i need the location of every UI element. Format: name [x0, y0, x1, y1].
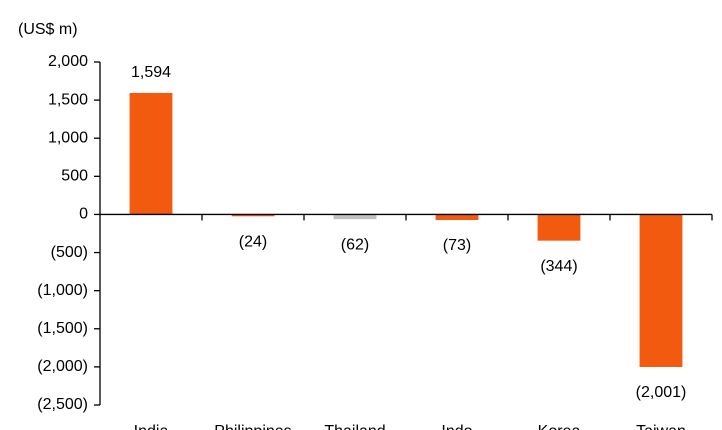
bar — [129, 92, 173, 215]
data-label: (24) — [239, 233, 267, 250]
x-tick-label: Taiwan — [636, 423, 686, 430]
y-tick-label: 500 — [61, 168, 88, 185]
bar — [435, 214, 479, 221]
y-tick-label: (500) — [51, 244, 88, 261]
data-label: 1,594 — [131, 64, 171, 81]
x-tick-label: India — [134, 423, 169, 430]
data-label: (344) — [540, 258, 577, 275]
bar — [231, 214, 275, 217]
y-tick-label: 1,000 — [48, 129, 88, 146]
x-tick-label: Korea — [538, 423, 581, 430]
y-tick-label: 0 — [79, 206, 88, 223]
data-label: (62) — [341, 236, 369, 253]
x-tick-label: Thailand — [324, 423, 385, 430]
y-tick-label: (1,500) — [37, 320, 88, 337]
bar — [333, 214, 377, 220]
y-tick-label: (2,500) — [37, 396, 88, 413]
y-tick-label: (1,000) — [37, 282, 88, 299]
bar — [537, 214, 581, 241]
data-label: (2,001) — [636, 384, 687, 401]
x-tick-label: Philippines — [214, 423, 291, 430]
y-tick-label: 2,000 — [48, 53, 88, 70]
x-tick-label: Indo — [441, 423, 472, 430]
y-tick-label: 1,500 — [48, 91, 88, 108]
data-label: (73) — [443, 237, 471, 254]
bar — [639, 214, 683, 367]
y-tick-label: (2,000) — [37, 358, 88, 375]
axis-unit-label: (US$ m) — [18, 21, 78, 38]
